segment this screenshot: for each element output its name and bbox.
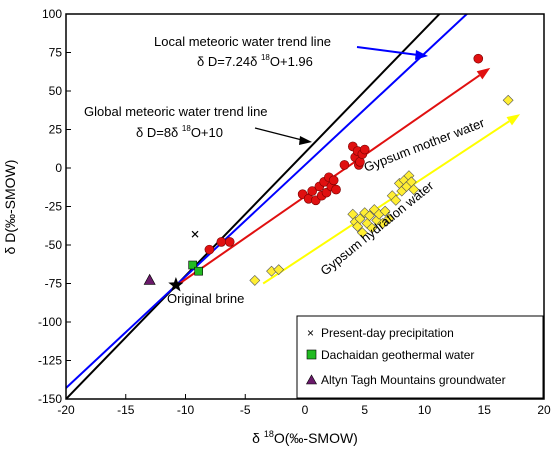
gypsum-hydration-water-point xyxy=(356,227,368,239)
x-tick-label: -10 xyxy=(177,403,195,417)
gypsum-mother-water-point xyxy=(331,184,341,195)
legend-marker-x-icon: × xyxy=(307,326,314,340)
local-meteoric-water-line xyxy=(66,14,469,389)
global-line-pointer xyxy=(254,127,303,141)
global-line-pointer-head xyxy=(299,136,312,145)
local-line-label: Local meteoric water trend line xyxy=(154,34,331,49)
legend-marker-triangle-icon xyxy=(305,374,318,385)
y-tick-label: -150 xyxy=(38,392,62,406)
legend-label-groundwater: Altyn Tagh Mountains groundwater xyxy=(321,373,506,387)
x-tick-label: 20 xyxy=(537,403,551,417)
gypsum-mother-water-point xyxy=(204,244,215,255)
y-tick-label: -75 xyxy=(45,277,63,291)
geothermal-water-point xyxy=(194,266,203,276)
x-tick-label: -15 xyxy=(117,403,135,417)
y-tick-label: -125 xyxy=(38,354,62,368)
legend-marker-square-icon xyxy=(306,349,317,360)
legend-entry-geothermal: Dachaidan geothermal water xyxy=(306,348,474,362)
gypsum-mother-water-point xyxy=(328,175,339,186)
y-tick-label: 100 xyxy=(42,7,62,21)
legend-box xyxy=(296,315,544,399)
legend-label-precipitation: Present-day precipitation xyxy=(321,326,454,340)
x-tick-label: 15 xyxy=(478,403,492,417)
gypsum-hydration-water-point xyxy=(383,213,395,225)
global-meteoric-water-line xyxy=(66,14,441,399)
groundwater-point xyxy=(143,273,156,285)
global-line-label: Global meteoric water trend line xyxy=(84,104,268,119)
gypsum-mother-water-point xyxy=(473,53,484,64)
gypsum-hydration-water-point xyxy=(249,274,261,286)
gypsum-hydration-water-point xyxy=(273,264,285,276)
legend-entry-groundwater: Altyn Tagh Mountains groundwater xyxy=(305,373,506,387)
x-tick-label: -5 xyxy=(240,403,251,417)
gypsum-mother-water-point xyxy=(339,160,350,170)
y-tick-label: -100 xyxy=(38,315,62,329)
gypsum-hydration-water-point xyxy=(379,205,391,217)
gypsum-hydration-water-point xyxy=(354,213,366,225)
gypsum-hydration-water-point xyxy=(377,218,389,229)
x-tick-label: 5 xyxy=(361,403,368,417)
gypsum-mother-water-point xyxy=(224,237,235,247)
x-tick-label: 10 xyxy=(418,403,432,417)
legend-entry-precipitation: × Present-day precipitation xyxy=(307,326,454,340)
x-tick-label: 0 xyxy=(302,403,309,417)
y-tick-label: 50 xyxy=(49,84,63,98)
gypsum-hydration-water-point xyxy=(366,222,378,234)
gypsum-hydration-water-trend-arrow xyxy=(262,120,510,285)
original-brine-label: Original brine xyxy=(167,291,244,306)
gypsum-hydration-water-point xyxy=(390,194,402,206)
gypsum-mother-water-point xyxy=(359,144,370,155)
x-axis-label: δ 18O(‰-SMOW) xyxy=(252,429,358,446)
precipitation-point-stroke xyxy=(191,230,199,238)
gypsum-mother-water-point xyxy=(307,186,317,196)
y-tick-label: -50 xyxy=(45,238,63,252)
geothermal-water-point xyxy=(188,260,197,270)
x-tick-label: -20 xyxy=(57,403,75,417)
y-axis-label: δ D(‰-SMOW) xyxy=(2,160,18,255)
y-tick-label: 75 xyxy=(49,46,63,60)
y-tick-label: 25 xyxy=(49,123,63,137)
local-line-pointer-head xyxy=(415,50,428,60)
gypsum-hydration-water-point xyxy=(408,184,420,195)
global-line-equation: δ D=8δ 18O+10 xyxy=(136,124,223,140)
gypsum-hydration-water-trend-arrow-head xyxy=(506,114,521,126)
legend-label-geothermal: Dachaidan geothermal water xyxy=(321,348,474,362)
original-brine-star-icon xyxy=(168,277,184,292)
gypsum-mother-water-point xyxy=(216,237,227,247)
y-tick-label: 0 xyxy=(55,161,62,175)
y-tick-label: -25 xyxy=(45,200,63,214)
gypsum-hydration-water-point xyxy=(364,210,375,222)
gypsum-hydration-water-point xyxy=(502,94,514,106)
gypsum-mother-water-trend-arrow-head xyxy=(476,67,491,80)
legend: × Present-day precipitation Dachaidan ge… xyxy=(296,315,544,399)
local-line-equation: δ D=7.24δ 18O+1.96 xyxy=(197,53,313,69)
local-line-pointer xyxy=(356,46,419,56)
